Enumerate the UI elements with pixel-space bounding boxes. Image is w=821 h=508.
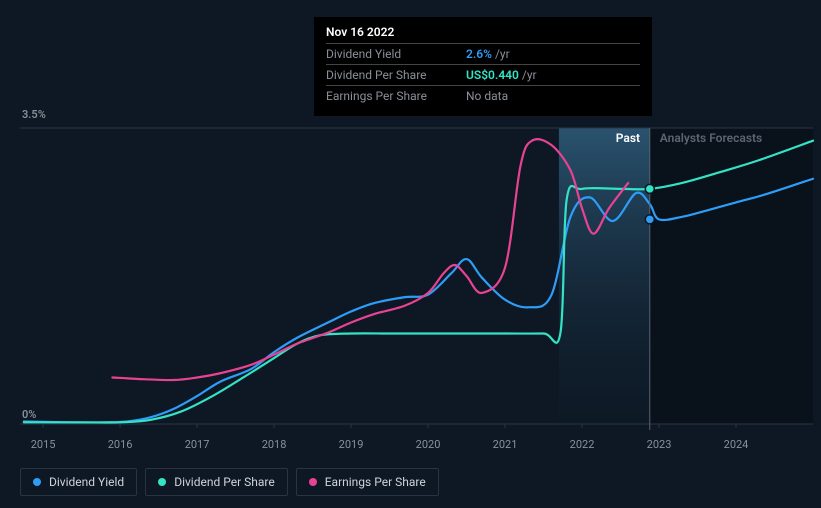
x-tick: 2015 xyxy=(31,438,56,451)
legend-dot-icon xyxy=(309,478,317,486)
tooltip-row-label: Dividend Per Share xyxy=(326,65,466,86)
legend-item[interactable]: Dividend Yield xyxy=(20,468,137,496)
x-tick: 2019 xyxy=(339,438,364,451)
x-tick: 2020 xyxy=(416,438,441,451)
x-tick: 2017 xyxy=(185,438,210,451)
tooltip-row-value: 2.6% /yr xyxy=(466,44,640,65)
legend-dot-icon xyxy=(158,478,166,486)
x-tick: 2023 xyxy=(647,438,672,451)
legend-label: Dividend Yield xyxy=(49,475,124,489)
legend-item[interactable]: Dividend Per Share xyxy=(145,468,288,496)
chart-legend: Dividend Yield Dividend Per Share Earnings… xyxy=(20,468,439,496)
chart-tooltip: Nov 16 2022 Dividend Yield2.6% /yrDivide… xyxy=(314,17,652,116)
tooltip-row-value: US$0.440 /yr xyxy=(466,65,640,86)
legend-label: Dividend Per Share xyxy=(174,475,275,489)
x-tick: 2022 xyxy=(570,438,595,451)
x-tick: 2016 xyxy=(108,438,133,451)
tooltip-row-label: Dividend Yield xyxy=(326,44,466,65)
legend-dot-icon xyxy=(33,478,41,486)
legend-item[interactable]: Earnings Per Share xyxy=(296,468,439,496)
region-label-past: Past xyxy=(616,131,640,145)
x-tick: 2018 xyxy=(262,438,287,451)
x-tick: 2024 xyxy=(724,438,749,451)
tooltip-row-label: Earnings Per Share xyxy=(326,86,466,107)
legend-label: Earnings Per Share xyxy=(325,475,426,489)
series-earnings_per_share xyxy=(112,139,628,380)
tooltip-row-value: No data xyxy=(466,86,640,107)
dividend-chart: 3.5% 0% Past Analysts Forecasts 20152016… xyxy=(0,0,821,508)
region-label-forecast: Analysts Forecasts xyxy=(660,131,762,145)
tooltip-date: Nov 16 2022 xyxy=(326,25,640,43)
x-tick: 2021 xyxy=(493,438,518,451)
